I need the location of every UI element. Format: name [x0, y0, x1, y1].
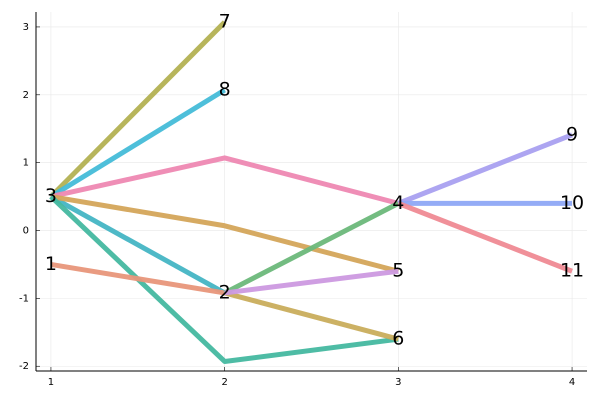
edge-line [223, 201, 400, 296]
node-label: 10 [560, 192, 584, 214]
x-tick-label: 3 [395, 377, 401, 388]
edge-line [50, 261, 226, 296]
edge-line [49, 20, 227, 199]
edge-line [49, 194, 399, 364]
node-label: 9 [566, 123, 578, 145]
node-label: 8 [219, 79, 231, 101]
x-tick-label: 4 [569, 377, 575, 388]
edge-line [224, 268, 399, 296]
edge-line [397, 132, 573, 206]
node-label: 1 [45, 253, 57, 275]
node-label: 11 [560, 260, 584, 282]
x-tick-label: 1 [48, 377, 54, 388]
y-tick-label: -1 [19, 293, 29, 304]
y-tick-label: -2 [19, 361, 29, 372]
y-tick-label: 1 [23, 158, 29, 169]
edge-line [224, 290, 399, 342]
edge-line [50, 155, 399, 206]
y-tick-label: 0 [23, 226, 29, 237]
node-label: 7 [219, 11, 231, 33]
edge-line [397, 201, 573, 274]
node-label: 4 [392, 192, 404, 214]
edge-line [49, 194, 226, 296]
y-tick-label: 2 [23, 90, 29, 101]
node-label: 2 [219, 281, 231, 303]
edge-line [49, 87, 226, 199]
node-label: 3 [45, 185, 57, 207]
node-label: 5 [392, 260, 404, 282]
y-tick-label: 3 [23, 22, 29, 33]
x-tick-label: 2 [221, 377, 227, 388]
node-label: 6 [392, 328, 404, 350]
edge-line [50, 194, 399, 274]
